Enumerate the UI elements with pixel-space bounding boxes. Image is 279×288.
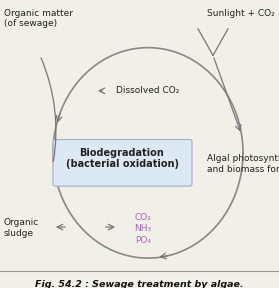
Text: CO₂
NH₃
PO₄: CO₂ NH₃ PO₄ (134, 213, 151, 245)
Text: Organic matter
(of sewage): Organic matter (of sewage) (4, 9, 73, 28)
FancyBboxPatch shape (53, 140, 192, 186)
Text: Dissolved CO₂: Dissolved CO₂ (116, 86, 180, 95)
Text: Algal photosynthesis
and biomass formation: Algal photosynthesis and biomass formati… (207, 154, 279, 174)
Text: Fig. 54.2 : Sewage treatment by algae.: Fig. 54.2 : Sewage treatment by algae. (35, 280, 243, 288)
Text: Sunlight + CO₂: Sunlight + CO₂ (207, 9, 275, 18)
Text: Organic
sludge: Organic sludge (4, 218, 39, 238)
Text: Biodegradation
(bacterial oxidation): Biodegradation (bacterial oxidation) (66, 147, 179, 169)
